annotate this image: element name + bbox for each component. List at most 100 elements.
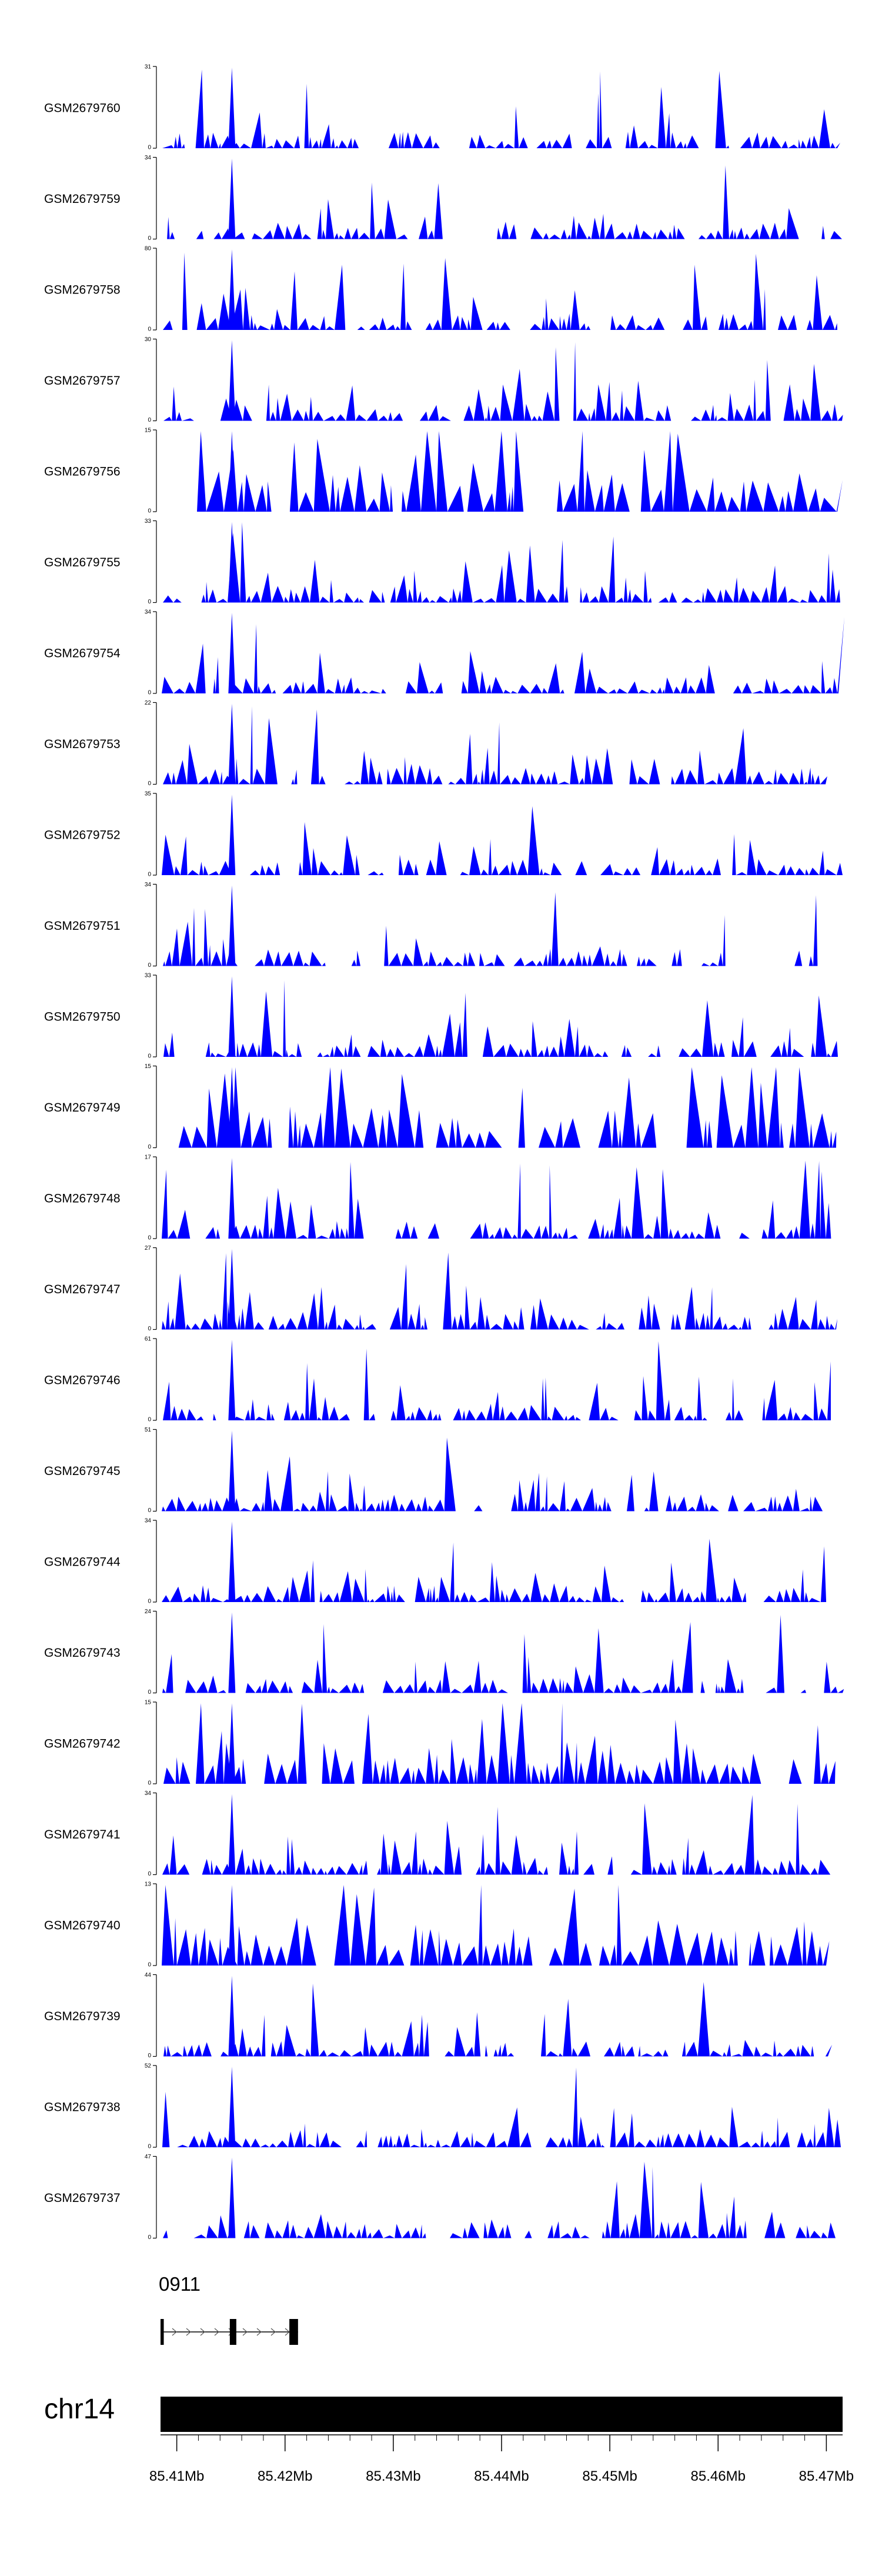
coverage-area bbox=[197, 431, 843, 512]
track-label: GSM2679752 bbox=[44, 829, 121, 842]
track-label: GSM2679746 bbox=[44, 1374, 121, 1387]
coverage-area bbox=[163, 706, 827, 785]
y-max-label: 15 bbox=[145, 428, 152, 434]
track-GSM2679756: GSM2679756 15 0 bbox=[44, 428, 843, 515]
y-min-label: 0 bbox=[148, 599, 151, 605]
coverage-area bbox=[162, 69, 840, 149]
coverage-area bbox=[163, 1703, 836, 1784]
track-GSM2679759: GSM2679759 34 0 bbox=[44, 155, 842, 242]
y-max-label: 52 bbox=[145, 2063, 152, 2070]
track-GSM2679750: GSM2679750 33 0 bbox=[44, 973, 838, 1060]
coverage-peak bbox=[228, 158, 236, 239]
y-min-label: 0 bbox=[148, 1871, 151, 1877]
y-max-label: 34 bbox=[145, 155, 152, 161]
chromosome-label: chr14 bbox=[44, 2394, 115, 2425]
y-max-label: 33 bbox=[145, 973, 152, 979]
coverage-area bbox=[162, 1437, 828, 1511]
coverage-peak bbox=[228, 249, 236, 330]
coverage-peak bbox=[228, 1612, 236, 1693]
track-GSM2679760: GSM2679760 31 0 bbox=[44, 64, 840, 151]
track-GSM2679739: GSM2679739 44 0 bbox=[44, 1972, 832, 2059]
track-label: GSM2679748 bbox=[44, 1192, 121, 1206]
y-max-label: 33 bbox=[145, 518, 152, 525]
strand-chevron bbox=[172, 2328, 177, 2336]
track-label: GSM2679755 bbox=[44, 556, 121, 569]
track-GSM2679753: GSM2679753 22 0 bbox=[44, 700, 827, 787]
track-GSM2679743: GSM2679743 24 0 bbox=[44, 1609, 844, 1696]
y-max-label: 17 bbox=[145, 1154, 152, 1161]
coverage-peak bbox=[228, 1885, 236, 1966]
y-min-label: 0 bbox=[148, 145, 151, 151]
coverage-peak bbox=[228, 795, 236, 875]
track-GSM2679746: GSM2679746 61 0 bbox=[44, 1336, 831, 1423]
y-min-label: 0 bbox=[148, 235, 151, 242]
coverage-area bbox=[162, 1539, 834, 1602]
strand-chevron bbox=[256, 2328, 262, 2336]
y-min-label: 0 bbox=[148, 1053, 151, 1060]
coverage-area bbox=[163, 1067, 837, 1148]
strand-chevron bbox=[270, 2328, 276, 2336]
coverage-area bbox=[163, 165, 842, 239]
x-tick-label: 85.42Mb bbox=[258, 2468, 312, 2484]
coverage-peak bbox=[228, 885, 236, 966]
y-max-label: 34 bbox=[145, 1518, 152, 1524]
coverage-peak bbox=[228, 1703, 236, 1784]
track-GSM2679752: GSM2679752 35 0 bbox=[44, 791, 843, 878]
strand-chevron bbox=[242, 2328, 248, 2336]
y-max-label: 61 bbox=[145, 1336, 152, 1343]
track-label: GSM2679744 bbox=[44, 1556, 121, 1569]
track-GSM2679755: GSM2679755 33 0 bbox=[44, 518, 840, 605]
coverage-peak bbox=[228, 2067, 236, 2147]
coverage-peak bbox=[228, 703, 236, 785]
track-label: GSM2679743 bbox=[44, 1646, 121, 1660]
y-max-label: 27 bbox=[145, 1245, 152, 1252]
track-GSM2679757: GSM2679757 30 0 bbox=[44, 336, 843, 423]
y-max-label: 47 bbox=[145, 2154, 152, 2160]
y-max-label: 15 bbox=[145, 1700, 152, 1706]
x-tick-label: 85.43Mb bbox=[366, 2468, 420, 2484]
coverage-peak bbox=[228, 613, 236, 693]
track-label: GSM2679739 bbox=[44, 2010, 121, 2023]
y-min-label: 0 bbox=[148, 1962, 151, 1968]
y-min-label: 0 bbox=[148, 690, 151, 696]
coverage-peak bbox=[228, 1430, 236, 1511]
y-max-label: 24 bbox=[145, 1609, 152, 1615]
chromosome-ideogram bbox=[161, 2397, 843, 2432]
track-label: GSM2679760 bbox=[44, 102, 121, 115]
coverage-peak bbox=[228, 1249, 236, 1330]
y-max-label: 34 bbox=[145, 1790, 152, 1797]
y-max-label: 80 bbox=[145, 246, 152, 252]
coverage-peak bbox=[228, 431, 236, 512]
track-GSM2679754: GSM2679754 34 0 bbox=[44, 609, 844, 696]
coverage-area bbox=[162, 617, 844, 693]
track-GSM2679740: GSM2679740 13 0 bbox=[44, 1881, 830, 1968]
coverage-area bbox=[162, 1252, 838, 1330]
strand-chevron bbox=[186, 2328, 191, 2336]
y-min-label: 0 bbox=[148, 2144, 151, 2150]
y-min-label: 0 bbox=[148, 1144, 151, 1150]
y-min-label: 0 bbox=[148, 2053, 151, 2059]
strand-chevron bbox=[214, 2328, 219, 2336]
coverage-area bbox=[162, 2067, 841, 2147]
coverage-area bbox=[163, 892, 838, 966]
coverage-area bbox=[162, 1614, 844, 1693]
coverage-area bbox=[163, 980, 838, 1057]
strand-chevron bbox=[285, 2328, 290, 2336]
track-GSM2679758: GSM2679758 80 0 bbox=[44, 246, 837, 333]
coverage-area bbox=[163, 522, 840, 603]
y-min-label: 0 bbox=[148, 1780, 151, 1787]
x-tick-label: 85.44Mb bbox=[474, 2468, 529, 2484]
x-tick-label: 85.41Mb bbox=[149, 2468, 204, 2484]
gene-exon bbox=[229, 2319, 236, 2345]
y-min-label: 0 bbox=[148, 1599, 151, 1605]
track-label: GSM2679756 bbox=[44, 465, 121, 479]
y-min-label: 0 bbox=[148, 1507, 151, 1514]
coverage-peak bbox=[228, 340, 236, 421]
track-label: GSM2679750 bbox=[44, 1010, 121, 1024]
coverage-peak bbox=[228, 1976, 236, 2057]
track-GSM2679744: GSM2679744 34 0 bbox=[44, 1518, 834, 1605]
track-GSM2679749: GSM2679749 15 0 bbox=[44, 1063, 837, 1150]
coverage-peak bbox=[228, 1521, 236, 1602]
coverage-area bbox=[163, 252, 837, 330]
coverage-area bbox=[162, 1160, 840, 1239]
